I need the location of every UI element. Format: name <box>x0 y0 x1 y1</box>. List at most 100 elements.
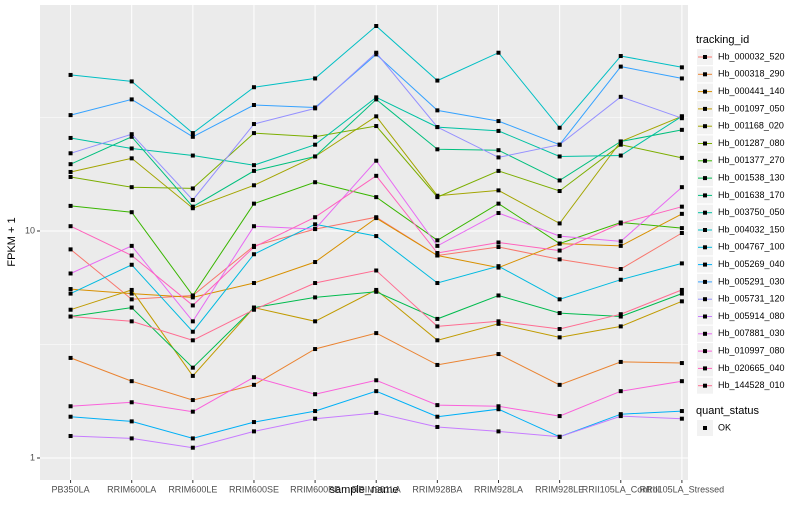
point <box>251 281 256 286</box>
point <box>618 243 623 248</box>
point <box>679 379 684 384</box>
point <box>313 281 318 286</box>
legend-dot <box>703 228 707 232</box>
point <box>374 378 379 383</box>
legend-dot <box>703 124 707 129</box>
point <box>129 134 134 139</box>
point <box>374 24 379 29</box>
point <box>313 409 318 414</box>
point <box>435 108 440 113</box>
point <box>679 211 684 216</box>
point <box>618 414 623 419</box>
point <box>374 195 379 200</box>
point <box>190 204 195 209</box>
point <box>679 116 684 121</box>
point <box>251 429 256 434</box>
point <box>435 251 440 256</box>
legend-label: Hb_003750_050 <box>718 207 785 217</box>
point <box>496 321 501 326</box>
point <box>313 134 318 139</box>
legend-label: Hb_001638_170 <box>718 190 785 200</box>
grid <box>40 5 688 480</box>
point <box>618 359 623 364</box>
point <box>679 185 684 190</box>
point <box>68 174 73 179</box>
legend-dot <box>703 245 707 250</box>
point <box>435 147 440 152</box>
x-tick-label: RRIM901LA <box>352 484 401 494</box>
point <box>129 297 134 302</box>
point <box>129 79 134 84</box>
point <box>313 319 318 324</box>
point <box>251 224 256 229</box>
point <box>313 106 318 111</box>
legend-label: Hb_007881_030 <box>718 328 785 338</box>
point <box>496 240 501 245</box>
point <box>251 252 256 257</box>
point <box>435 78 440 83</box>
point <box>618 277 623 282</box>
point <box>190 409 195 414</box>
point <box>190 445 195 450</box>
y-axis-title: FPKM + 1 <box>6 217 18 266</box>
point <box>251 305 256 310</box>
shape-legend-dot <box>703 426 707 430</box>
point <box>313 392 318 397</box>
point <box>618 314 623 319</box>
point <box>190 197 195 202</box>
x-tick-label: RRIM928LE <box>535 484 584 494</box>
legend-label: Hb_005914_080 <box>718 311 785 321</box>
point <box>435 424 440 429</box>
point <box>313 295 318 300</box>
point <box>251 131 256 136</box>
legend-dot <box>703 314 707 319</box>
panel <box>40 5 688 480</box>
point <box>68 113 73 118</box>
point <box>68 271 73 276</box>
point <box>496 168 501 173</box>
point <box>129 156 134 161</box>
point <box>190 186 195 191</box>
point <box>313 76 318 81</box>
legend-dot <box>703 366 707 371</box>
x-tick-label: RRIM928BA <box>412 484 462 494</box>
point <box>557 142 562 147</box>
point <box>435 195 440 200</box>
plot <box>68 24 684 450</box>
point <box>618 312 623 317</box>
point <box>618 221 623 226</box>
point <box>557 125 562 130</box>
point <box>679 361 684 366</box>
point <box>618 267 623 272</box>
point <box>313 215 318 220</box>
point <box>496 155 501 160</box>
point <box>190 303 195 308</box>
point <box>374 216 379 221</box>
point <box>129 291 134 296</box>
point <box>374 124 379 129</box>
point <box>496 319 501 324</box>
x-axis-title: sample_name <box>329 484 398 496</box>
point <box>129 379 134 384</box>
point <box>190 131 195 136</box>
point <box>557 414 562 419</box>
point <box>129 419 134 424</box>
x-tick-label: RRIM600LA <box>107 484 156 494</box>
point <box>129 132 134 137</box>
point <box>313 416 318 421</box>
y-tick-label: 1 <box>30 452 35 462</box>
point <box>190 153 195 158</box>
point <box>374 389 379 394</box>
point <box>557 221 562 226</box>
point <box>129 146 134 151</box>
point <box>496 119 501 124</box>
legend-label: Hb_001377_270 <box>718 155 785 165</box>
legend-dot <box>703 72 707 77</box>
point <box>68 169 73 174</box>
point <box>251 85 256 90</box>
point <box>190 373 195 378</box>
point <box>129 97 134 102</box>
legend-dot <box>703 279 707 284</box>
point <box>435 125 440 130</box>
